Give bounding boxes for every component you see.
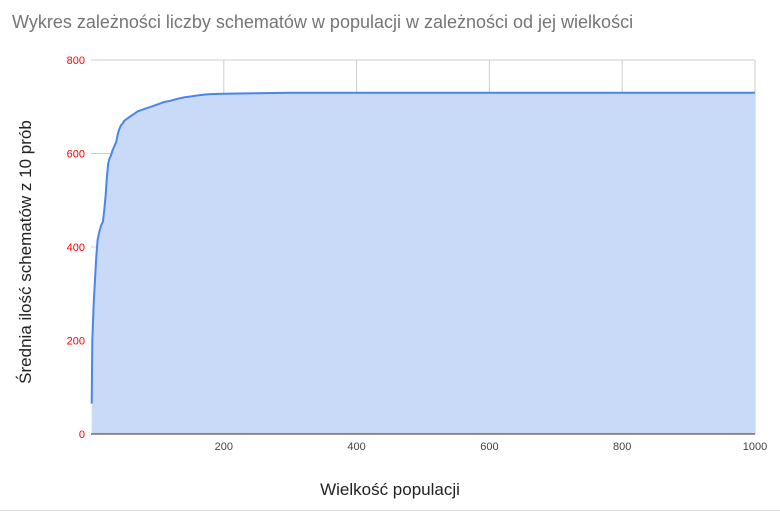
x-axis-title: Wielkość populacji — [320, 480, 460, 499]
series-area — [91, 92, 755, 434]
x-tick-label: 400 — [347, 441, 365, 453]
series-line — [90, 91, 755, 404]
x-tick-label: 1000 — [743, 441, 767, 453]
y-tick-label: 800 — [67, 55, 85, 67]
y-tick-label: 400 — [67, 242, 85, 254]
x-tick-label: 800 — [613, 441, 631, 453]
x-tick-label: 600 — [480, 441, 498, 453]
y-tick-label: 600 — [67, 149, 85, 161]
bottom-divider — [0, 510, 780, 511]
y-tick-label: 0 — [79, 429, 85, 441]
y-axis-title: Średnia ilość schematów z 10 prób — [16, 120, 35, 384]
chart-title: Wykres zależności liczby schematów w pop… — [12, 12, 634, 32]
x-tick-label: 200 — [215, 441, 233, 453]
y-tick-label: 200 — [67, 336, 85, 348]
